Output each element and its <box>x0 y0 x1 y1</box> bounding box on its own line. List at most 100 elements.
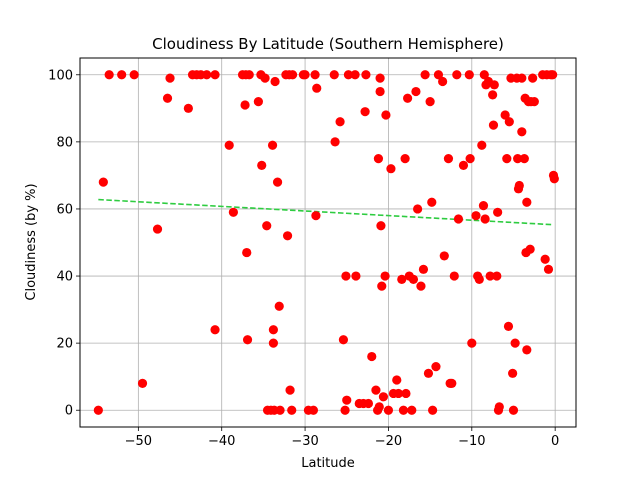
data-point <box>275 405 285 415</box>
data-point <box>494 402 504 412</box>
data-point <box>311 211 321 221</box>
x-tick-label: 0 <box>551 434 559 449</box>
data-point <box>425 97 435 107</box>
data-point <box>449 271 459 281</box>
data-point <box>467 338 477 348</box>
data-point <box>285 385 295 395</box>
data-point <box>360 107 370 117</box>
y-axis-title: Cloudiness (by %) <box>24 183 39 300</box>
data-point <box>267 140 278 150</box>
data-point <box>361 70 371 80</box>
data-point <box>335 117 345 127</box>
data-point <box>210 325 220 335</box>
data-point <box>268 338 278 348</box>
data-point <box>492 271 502 281</box>
data-point <box>270 76 280 87</box>
data-point <box>340 405 350 415</box>
data-point <box>407 405 417 415</box>
data-point <box>162 93 173 103</box>
data-point <box>330 137 340 147</box>
data-point <box>480 214 490 224</box>
y-tick-label: 80 <box>56 135 73 150</box>
data-point <box>98 177 108 187</box>
data-point <box>374 402 384 412</box>
data-point <box>478 201 489 211</box>
data-point <box>474 274 484 284</box>
data-point <box>427 197 437 207</box>
data-point <box>253 97 263 107</box>
data-point <box>375 73 385 83</box>
data-point <box>152 224 163 234</box>
data-point <box>543 264 554 274</box>
data-point <box>517 73 527 83</box>
data-point <box>522 197 532 207</box>
data-point <box>401 388 411 399</box>
data-point <box>488 90 498 100</box>
data-point <box>522 345 532 355</box>
data-point <box>341 271 351 281</box>
data-point <box>513 154 523 164</box>
data-point <box>403 93 413 103</box>
data-point <box>517 127 527 137</box>
data-point <box>397 274 407 284</box>
x-tick-label: −40 <box>208 434 235 449</box>
data-point <box>228 207 238 217</box>
data-point <box>129 70 139 80</box>
grid-lines <box>80 58 576 427</box>
data-point <box>375 86 385 97</box>
data-point <box>380 271 390 281</box>
regression-line <box>98 198 554 226</box>
data-point <box>438 76 448 87</box>
data-point <box>376 221 386 231</box>
x-tick-label: −20 <box>375 434 402 449</box>
data-points <box>93 70 559 415</box>
data-point <box>367 351 377 362</box>
y-tick-label: 0 <box>65 404 73 419</box>
data-point <box>183 103 193 113</box>
data-point <box>242 247 252 258</box>
data-point <box>452 70 462 80</box>
data-point <box>257 160 267 170</box>
data-point <box>514 180 524 191</box>
data-point <box>453 214 464 224</box>
data-point <box>165 73 175 83</box>
y-tick-label: 100 <box>48 68 73 83</box>
data-point <box>489 80 499 90</box>
plot-frame <box>79 57 577 428</box>
data-point <box>519 154 529 164</box>
data-point <box>373 154 384 164</box>
data-point <box>471 211 481 221</box>
y-tick-label: 40 <box>56 270 73 285</box>
data-point <box>338 335 349 345</box>
data-point <box>500 110 510 120</box>
data-point <box>310 70 320 80</box>
data-point <box>287 405 297 415</box>
data-point <box>342 395 352 405</box>
data-point <box>508 405 519 415</box>
data-point <box>413 204 423 214</box>
data-point <box>428 405 438 415</box>
data-point <box>363 398 374 409</box>
x-axis-ticks: −50 −40 −30 −20 −10 0 <box>125 427 559 449</box>
data-point <box>272 177 283 187</box>
data-point <box>381 110 391 120</box>
data-point <box>493 207 503 217</box>
data-point <box>202 70 212 80</box>
data-point <box>242 335 253 345</box>
x-tick-label: −30 <box>291 434 318 449</box>
data-point <box>343 70 354 80</box>
data-point <box>503 321 514 331</box>
data-point <box>528 73 538 83</box>
data-point <box>529 97 539 107</box>
data-point <box>465 154 475 164</box>
data-point <box>351 271 361 281</box>
data-point <box>447 378 457 388</box>
data-point <box>287 70 298 80</box>
data-point <box>420 70 430 80</box>
y-tick-label: 20 <box>56 337 73 352</box>
data-point <box>210 70 220 80</box>
data-point <box>104 70 114 80</box>
regression-layer <box>98 198 554 226</box>
data-point <box>488 120 499 130</box>
